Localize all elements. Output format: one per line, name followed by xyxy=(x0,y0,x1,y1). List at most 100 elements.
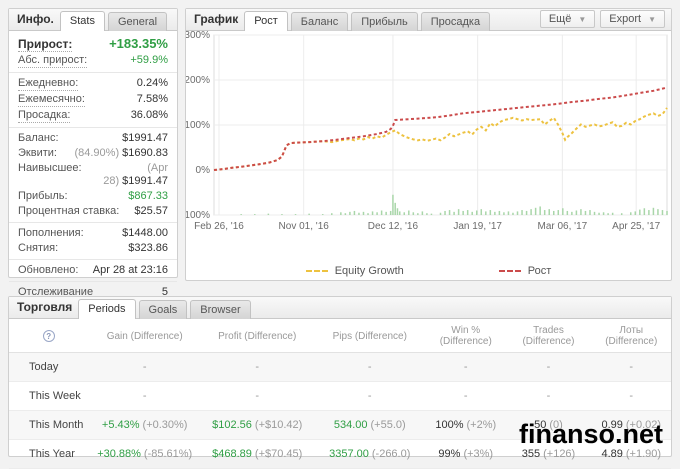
info-body: Прирост: +183.35% Абс. прирост: +59.9% Е… xyxy=(9,31,177,303)
period-label: This Week xyxy=(9,381,89,411)
volume-bar xyxy=(421,211,424,215)
volume-bar xyxy=(589,210,591,215)
y-tick-label: 200% xyxy=(186,75,210,86)
volume-bar xyxy=(294,214,297,215)
volume-bar xyxy=(376,212,378,215)
volume-bar xyxy=(521,210,523,215)
daily-value: 0.24% xyxy=(136,77,168,89)
profit-value: $867.33 xyxy=(128,190,168,202)
volume-bar xyxy=(534,207,537,215)
tab-browser[interactable]: Browser xyxy=(190,300,251,319)
y-tick-label: 300% xyxy=(186,31,210,41)
period-value-cell: 0.99 (+0.02) xyxy=(591,410,671,440)
volume-bar xyxy=(340,212,342,215)
tracking-value: 5 xyxy=(161,286,168,298)
volume-bar xyxy=(557,210,560,215)
trade-tabs: Periods Goals Browser xyxy=(78,299,665,319)
volume-bar xyxy=(539,206,541,215)
stat-row-withdrawals: Снятия: $323.86 xyxy=(18,242,168,254)
tab-balance[interactable]: Баланс xyxy=(290,12,349,31)
volume-bar xyxy=(530,209,532,215)
volume-bar xyxy=(403,212,406,215)
stat-row-daily: Ежедневно: 0.24% xyxy=(18,77,168,91)
interest-value: $25.57 xyxy=(134,205,168,217)
x-tick-label: Nov 01, '16 xyxy=(279,221,330,232)
volume-bar xyxy=(475,210,478,215)
period-value-cell: - xyxy=(200,352,314,382)
tab-growth[interactable]: Рост xyxy=(244,11,288,31)
volume-bar xyxy=(580,209,582,215)
stat-row-profit: Прибыль: $867.33 xyxy=(18,190,168,202)
growth-chart: Feb 26, '16 Nov 01, '16 Dec 12, '16 Jan 19,… xyxy=(186,31,668,232)
table-row[interactable]: Today - - - - - - xyxy=(9,352,671,382)
y-tick-label: 0% xyxy=(196,165,211,176)
volume-bar xyxy=(512,212,514,215)
volume-bar xyxy=(598,212,600,215)
y-tick-label: -100% xyxy=(186,210,210,221)
stat-row-abs-gain: Абс. прирост: +59.9% xyxy=(18,54,168,68)
volume-bar xyxy=(630,212,632,215)
periods-table-header-row: ? Gain (Difference) Profit (Difference) … xyxy=(9,319,671,353)
volume-bar xyxy=(575,210,578,215)
chart-legend: Equity Growth Рост xyxy=(186,265,671,277)
info-tabs: Stats General xyxy=(59,11,171,31)
table-row[interactable]: This Week - - - - - - xyxy=(9,381,671,411)
period-value-cell: - xyxy=(200,381,314,411)
legend-label: Equity Growth xyxy=(334,265,404,277)
volume-bar xyxy=(430,213,433,215)
volume-bar xyxy=(385,211,387,215)
periods-table-body: Today - - - - - - This Week - - - - - - This Month +5.4… xyxy=(9,352,671,469)
balance-value: $1991.47 xyxy=(122,132,168,144)
volume-bar xyxy=(371,211,374,215)
gain-value: +183.35% xyxy=(109,36,168,51)
tab-drawdown[interactable]: Просадка xyxy=(420,12,491,31)
volume-bar xyxy=(353,210,356,215)
volume-bar xyxy=(507,211,510,215)
legend-label: Рост xyxy=(527,265,552,277)
volume-bar xyxy=(457,209,460,215)
volume-bar xyxy=(562,208,564,215)
tab-goals[interactable]: Goals xyxy=(138,300,188,319)
legend-item: Equity Growth xyxy=(305,265,404,277)
export-button[interactable]: Export ▼ xyxy=(600,10,665,28)
tab-general[interactable]: General xyxy=(107,12,168,31)
legend-item: Рост xyxy=(498,265,552,277)
volume-bar xyxy=(648,210,650,215)
stat-row-drawdown: Просадка: 36.08% xyxy=(18,109,168,123)
volume-bar xyxy=(639,209,641,215)
volume-bar xyxy=(657,209,659,215)
highest-value: (Apr 28) $1991.47 xyxy=(103,162,168,187)
stat-row-monthly: Ежемесячно: 7.58% xyxy=(18,93,168,107)
volume-bar xyxy=(602,212,605,215)
tab-profit[interactable]: Прибыль xyxy=(351,12,418,31)
x-tick-label: Dec 12, '16 xyxy=(368,221,419,232)
period-value-cell: 3357.00 (-266.0) xyxy=(313,439,427,469)
help-icon[interactable]: ? xyxy=(42,330,55,342)
more-button[interactable]: Ещё ▼ xyxy=(539,10,596,28)
period-value-cell: 50 (0) xyxy=(505,410,592,440)
period-value-cell: +5.43% (+0.30%) xyxy=(88,410,201,440)
trade-panel: Торговля Periods Goals Browser ? Gain (D… xyxy=(8,296,672,469)
chevron-down-icon: ▼ xyxy=(578,14,587,24)
period-value-cell: $468.89 (+$70.45) xyxy=(200,439,314,469)
period-value-cell: - xyxy=(313,352,427,382)
column-header-pips: Pips (Difference) xyxy=(313,319,427,353)
volume-bar xyxy=(439,212,442,215)
abs-gain-value: +59.9% xyxy=(130,54,168,66)
x-tick-label: Mar 06, '17 xyxy=(537,221,587,232)
volume-bar xyxy=(485,211,487,215)
period-value-cell: - xyxy=(591,381,671,411)
period-value-cell: - xyxy=(426,352,506,382)
tab-periods[interactable]: Periods xyxy=(78,299,136,319)
legend-swatch xyxy=(498,270,521,272)
volume-bar xyxy=(254,214,256,215)
period-value-cell: 100% (+2%) xyxy=(426,410,506,440)
tab-stats[interactable]: Stats xyxy=(59,11,105,31)
volume-bar xyxy=(426,213,428,215)
x-tick-label: Feb 26, '16 xyxy=(194,221,244,232)
table-row[interactable]: This Month +5.43% (+0.30%) $102.56 (+$10.42)… xyxy=(9,410,671,440)
volume-bar xyxy=(611,212,614,215)
volume-bar xyxy=(417,213,419,215)
volume-bar xyxy=(392,194,394,215)
volume-bar xyxy=(494,211,496,215)
